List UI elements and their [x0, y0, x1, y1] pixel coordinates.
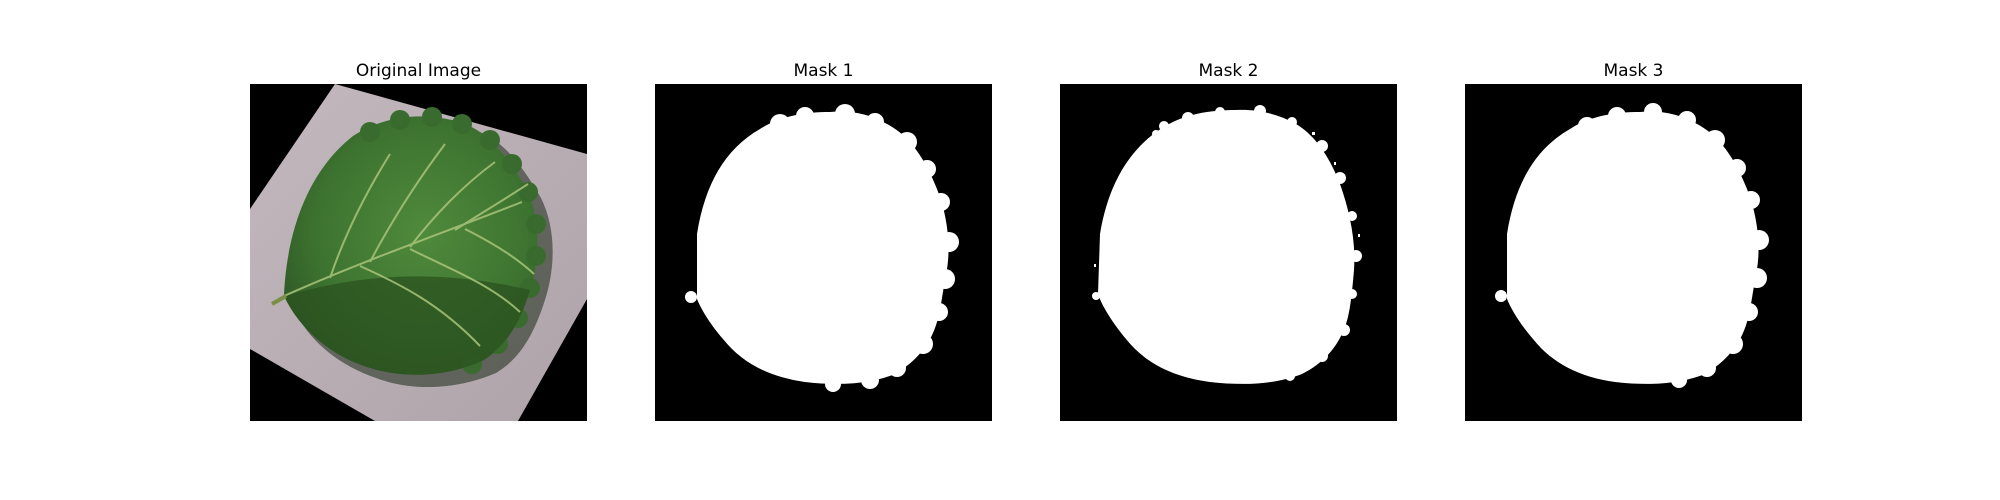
panel-mask-2: Mask 2	[1060, 50, 1397, 421]
mask-2-image	[1060, 84, 1397, 421]
panel-mask-1: Mask 1	[655, 50, 992, 421]
mask-3-image	[1465, 84, 1802, 421]
panel-title-mask-3: Mask 3	[1603, 61, 1664, 81]
original-leaf-image	[250, 84, 587, 421]
mask-1-image	[655, 84, 992, 421]
panel-original-image: Original Image	[250, 50, 587, 421]
panel-mask-3: Mask 3	[1465, 50, 1802, 421]
panel-title-original-image: Original Image	[355, 61, 482, 81]
panel-title-mask-1: Mask 1	[793, 61, 854, 81]
panel-title-mask-2: Mask 2	[1198, 61, 1259, 81]
